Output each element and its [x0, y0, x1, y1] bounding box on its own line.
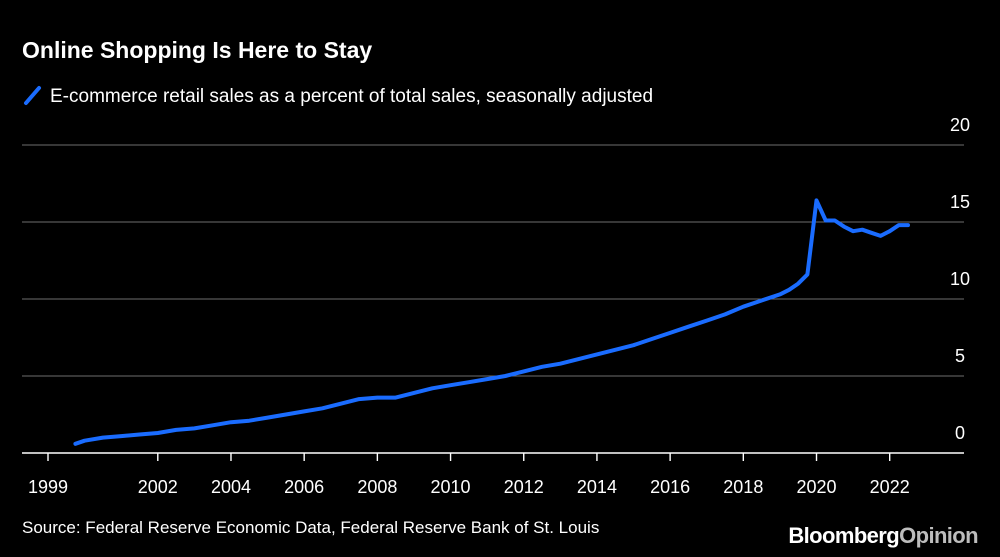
brand-logo-light: Opinion — [899, 523, 978, 548]
y-tick-label: 20 — [950, 115, 970, 135]
chart-title: Online Shopping Is Here to Stay — [22, 37, 372, 63]
x-tick-label: 2006 — [284, 477, 324, 497]
y-tick-label: 15 — [950, 192, 970, 212]
x-tick-label: 2022 — [870, 477, 910, 497]
y-tick-label: 0 — [955, 423, 965, 443]
gridlines — [22, 144, 964, 454]
x-tick-label: 2018 — [723, 477, 763, 497]
legend-swatch — [24, 86, 41, 105]
brand-logo-bold: Bloomberg — [788, 523, 899, 548]
y-tick-label: 5 — [955, 346, 965, 366]
legend-label: E-commerce retail sales as a percent of … — [50, 86, 653, 107]
x-tick-label: 2016 — [650, 477, 690, 497]
x-axis-ticks: 1999 2002 2004 2006 2008 2010 2012 2014 2016 2018… — [28, 453, 910, 497]
x-tick-label: 2014 — [577, 477, 617, 497]
x-tick-label: 1999 — [28, 477, 68, 497]
y-axis-ticks: 0 5 10 15 20 — [950, 115, 970, 443]
x-tick-label: 2004 — [211, 477, 251, 497]
x-tick-label: 2010 — [431, 477, 471, 497]
x-tick-label: 2008 — [357, 477, 397, 497]
source-note: Source: Federal Reserve Economic Data, F… — [22, 518, 599, 537]
legend: E-commerce retail sales as a percent of … — [24, 86, 653, 107]
x-tick-label: 2020 — [796, 477, 836, 497]
brand-logo: BloombergOpinion — [788, 523, 978, 548]
series-group — [73, 198, 910, 446]
series-line-ecommerce-share — [73, 198, 910, 446]
x-tick-label: 2002 — [138, 477, 178, 497]
y-tick-label: 10 — [950, 269, 970, 289]
x-tick-label: 2012 — [504, 477, 544, 497]
